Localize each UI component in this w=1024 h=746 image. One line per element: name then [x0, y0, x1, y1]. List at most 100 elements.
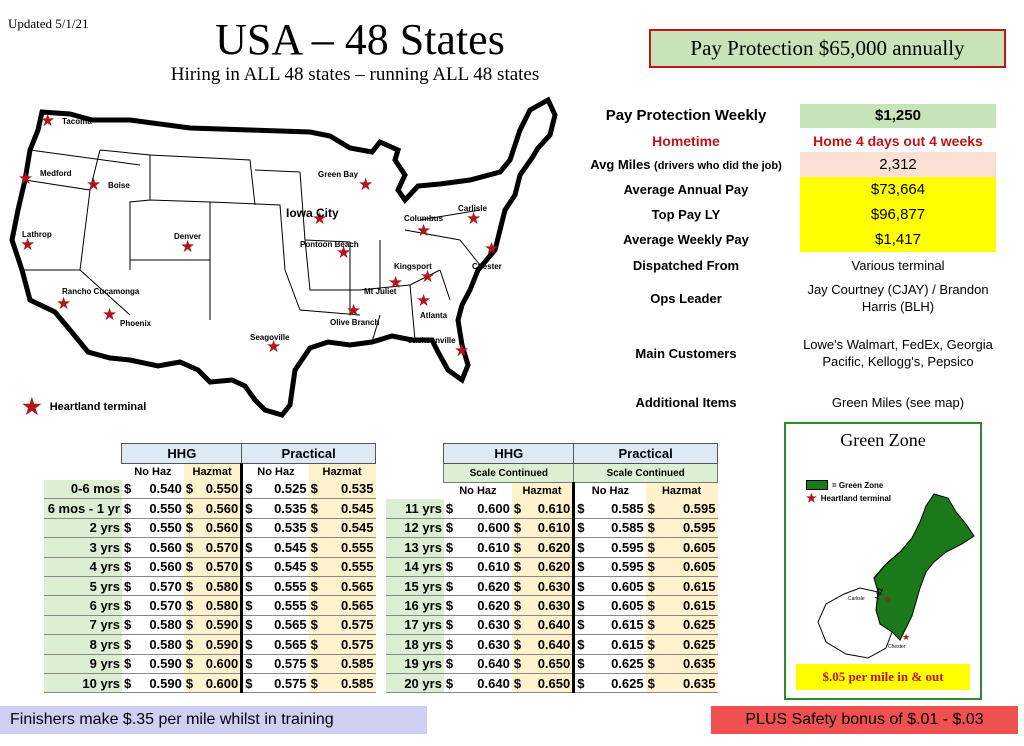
- rate-practical-hazmat: $0.555: [308, 537, 376, 558]
- carlisle-label: Carlisle: [848, 596, 865, 602]
- star-icon: ★: [22, 394, 42, 419]
- group-practical: Practical: [241, 443, 376, 464]
- dispatched-value: Various terminal: [851, 257, 945, 273]
- terminal-star-icon: ★: [388, 273, 404, 292]
- green-zone-panel: Green Zone = Green Zone ★ Heartland termi…: [784, 422, 982, 700]
- rate-hhg-nohaz: $0.540: [121, 479, 184, 500]
- green-swatch: [806, 480, 828, 490]
- rate-hhg-hazmat: $0.590: [183, 615, 242, 636]
- rate-hhg-hazmat: $0.610: [511, 498, 574, 519]
- rate-row: 3 yrs $0.560 $0.570 $0.545 $0.555: [44, 537, 376, 558]
- rate-practical-hazmat: $0.605: [645, 537, 718, 558]
- avg-miles-note: (drivers who did the job): [654, 160, 782, 172]
- terminal-star-icon: ★: [312, 209, 328, 228]
- rate-practical-nohaz: $0.625: [572, 654, 646, 674]
- rate-practical-nohaz: $0.615: [572, 634, 646, 655]
- rate-row-label: 8 yrs: [44, 634, 122, 655]
- state-borders: [22, 149, 481, 343]
- rate-hhg-hazmat: $0.580: [183, 576, 242, 597]
- info-row-pay-weekly: Pay Protection Weekly $1,250: [578, 102, 998, 129]
- rate-hhg-hazmat: $0.590: [183, 634, 242, 655]
- info-table: Pay Protection Weekly $1,250 Hometime Ho…: [578, 102, 998, 416]
- rate-practical-hazmat: $0.565: [308, 576, 376, 597]
- rate-row: 4 yrs $0.560 $0.570 $0.545 $0.555: [44, 557, 376, 577]
- rate-hhg-hazmat: $0.570: [183, 537, 242, 558]
- rate-practical-hazmat: $0.625: [645, 615, 718, 636]
- rate-practical-nohaz: $0.545: [240, 557, 309, 577]
- rate-row-label: 3 yrs: [44, 537, 122, 558]
- terminal-star-icon: ★: [40, 111, 56, 130]
- avg-miles-value: 2,312: [800, 152, 996, 177]
- avg-miles-label: Avg Miles (drivers who did the job): [578, 157, 798, 172]
- city-label: Seagoville: [250, 333, 290, 342]
- city-label: Mt Juliet: [364, 287, 397, 296]
- rate-hhg-nohaz: $0.620: [443, 595, 512, 616]
- rate-hhg-nohaz: $0.550: [121, 498, 184, 519]
- rate-practical-hazmat: $0.615: [645, 595, 718, 616]
- weekly-value: $1,417: [800, 227, 996, 252]
- rate-practical-nohaz: $0.585: [572, 498, 646, 519]
- group-practical: Practical: [573, 443, 718, 464]
- col-no-haz: No Haz: [240, 463, 309, 480]
- rate-row: 0-6 mos $0.540 $0.550 $0.525 $0.535: [44, 479, 376, 500]
- annual-label: Average Annual Pay: [623, 182, 749, 197]
- rate-row: 7 yrs $0.580 $0.590 $0.565 $0.575: [44, 615, 376, 636]
- rate-row: 16 yrs $0.620 $0.630 $0.605 $0.615: [386, 595, 718, 616]
- rate-hhg-nohaz: $0.640: [443, 654, 512, 674]
- city-label: Tacoma: [62, 117, 92, 126]
- rate-row-label: 5 yrs: [44, 576, 122, 597]
- rate-row-label: 14 yrs: [386, 557, 444, 577]
- rate-hhg-hazmat: $0.650: [511, 654, 574, 674]
- rate-row-label: 13 yrs: [386, 537, 444, 558]
- terminal-star-icon: ★: [466, 209, 482, 228]
- rate-row-label: 19 yrs: [386, 654, 444, 674]
- rate-practical-hazmat: $0.635: [645, 654, 718, 674]
- ops-label: Ops Leader: [650, 290, 722, 306]
- avg-miles-label-text: Avg Miles: [590, 157, 651, 172]
- rate-hhg-nohaz: $0.620: [443, 576, 512, 597]
- terminal-star-icon: ★: [102, 305, 118, 324]
- rate-hhg-hazmat: $0.650: [511, 673, 574, 694]
- info-row-customers: Main Customers Lowe's Walmart, FedEx, Ge…: [578, 318, 998, 388]
- city-label: Chester: [472, 262, 502, 271]
- rate-practical-hazmat: $0.595: [645, 518, 718, 539]
- top-value: $96,877: [800, 202, 996, 227]
- rate-row: 10 yrs $0.590 $0.600 $0.575 $0.585: [44, 673, 376, 694]
- city-label: Columbus: [404, 214, 444, 223]
- map-legend-label: Heartland terminal: [49, 401, 147, 413]
- rate-row-label: 10 yrs: [44, 673, 122, 694]
- info-row-top: Top Pay LY $96,877: [578, 202, 998, 227]
- rate-row-label: 2 yrs: [44, 518, 122, 539]
- page-title: USA – 48 States: [215, 15, 505, 64]
- terminal-star-icon: ★: [336, 243, 352, 262]
- rate-hhg-hazmat: $0.630: [511, 595, 574, 616]
- rate-practical-nohaz: $0.585: [572, 518, 646, 539]
- rate-row: 8 yrs $0.580 $0.590 $0.565 $0.575: [44, 634, 376, 655]
- rate-row-label: 16 yrs: [386, 595, 444, 616]
- rate-practical-hazmat: $0.545: [308, 518, 376, 539]
- rate-hhg-hazmat: $0.560: [183, 518, 242, 539]
- rate-practical-nohaz: $0.555: [240, 595, 309, 616]
- rate-practical-hazmat: $0.575: [308, 615, 376, 636]
- customers-label: Main Customers: [635, 345, 737, 361]
- rate-row: 5 yrs $0.570 $0.580 $0.555 $0.565: [44, 576, 376, 597]
- rate-row: 12 yrs $0.600 $0.610 $0.585 $0.595: [386, 518, 718, 539]
- rate-hhg-hazmat: $0.640: [511, 615, 574, 636]
- rate-practical-hazmat: $0.605: [645, 557, 718, 577]
- terminal-star-icon: ★: [420, 267, 436, 286]
- rate-hhg-nohaz: $0.600: [443, 498, 512, 519]
- rate-hhg-nohaz: $0.640: [443, 673, 512, 694]
- rate-row-label: 6 yrs: [44, 595, 122, 616]
- rate-row: 6 yrs $0.570 $0.580 $0.555 $0.565: [44, 595, 376, 616]
- group-hhg: HHG: [121, 443, 243, 464]
- rate-row: 20 yrs $0.640 $0.650 $0.625 $0.635: [386, 673, 718, 694]
- rate-hhg-nohaz: $0.560: [121, 537, 184, 558]
- city-label: Jacksonville: [408, 336, 456, 345]
- city-label: Kingsport: [394, 262, 432, 271]
- info-row-dispatched: Dispatched From Various terminal: [578, 252, 998, 278]
- group-hhg: HHG: [443, 443, 575, 464]
- road-label: I-81: [874, 587, 885, 601]
- rate-hhg-hazmat: $0.620: [511, 537, 574, 558]
- green-zone-legend: = Green Zone ★ Heartland terminal: [806, 480, 891, 506]
- rate-row: 13 yrs $0.610 $0.620 $0.595 $0.605: [386, 537, 718, 558]
